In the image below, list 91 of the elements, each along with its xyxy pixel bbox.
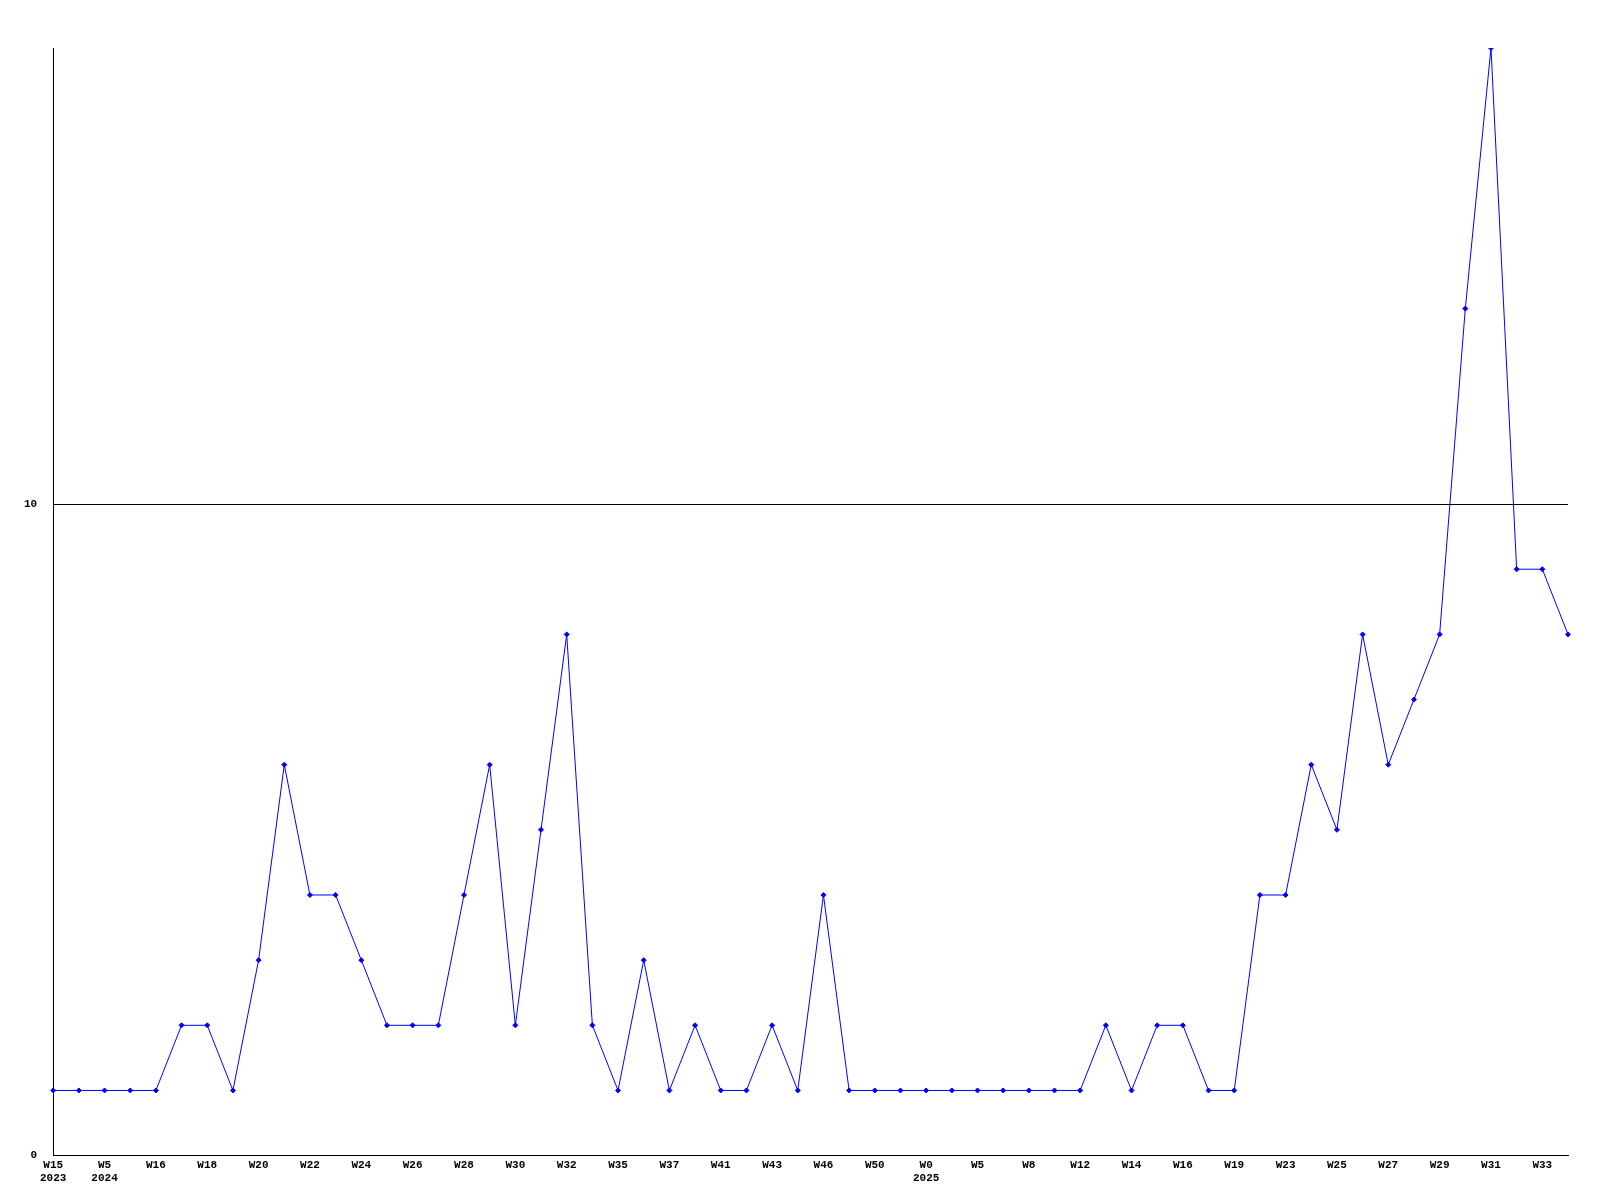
point	[769, 1022, 776, 1029]
point	[897, 1087, 904, 1094]
point	[461, 891, 467, 898]
x-tick-label: W35	[608, 1158, 629, 1171]
x-tick-label: W23	[1275, 1158, 1296, 1171]
point	[101, 1087, 108, 1094]
point	[1051, 1087, 1058, 1094]
point	[1025, 1087, 1032, 1094]
point	[178, 1022, 185, 1029]
x-tick-label: W27	[1378, 1158, 1399, 1171]
point	[486, 761, 493, 768]
x-tick-label: W12	[1070, 1158, 1091, 1171]
x-tick-label: W16	[1172, 1158, 1193, 1171]
point	[974, 1087, 981, 1094]
x-tick-label: W5	[970, 1158, 985, 1171]
point	[1333, 826, 1340, 833]
point	[512, 1022, 519, 1029]
x-tick-label: W46	[813, 1158, 834, 1171]
point	[717, 1087, 724, 1094]
point	[255, 957, 262, 964]
x-tick-label: W43	[762, 1158, 783, 1171]
point	[127, 1087, 134, 1094]
x-tick-label: W20	[248, 1158, 269, 1171]
point	[1205, 1087, 1212, 1094]
point	[743, 1087, 750, 1094]
point	[1179, 1022, 1186, 1029]
point	[1077, 1087, 1084, 1094]
x-tick-label: W14	[1121, 1158, 1142, 1171]
point	[1565, 631, 1571, 638]
point	[692, 1022, 699, 1029]
point	[1231, 1087, 1238, 1094]
point	[435, 1022, 442, 1029]
point	[1410, 696, 1417, 703]
point	[846, 1087, 853, 1094]
point	[1513, 566, 1520, 573]
point	[1282, 891, 1289, 898]
x-tick-label: W26	[402, 1158, 423, 1171]
point	[409, 1022, 416, 1029]
x-tick-label: W29	[1429, 1158, 1450, 1171]
point	[75, 1087, 82, 1094]
x-tick-label: W32	[556, 1158, 577, 1171]
point	[152, 1087, 159, 1094]
point	[1308, 761, 1315, 768]
point	[640, 957, 647, 964]
x-tick-label: W15 2023	[40, 1158, 67, 1185]
point	[1256, 891, 1263, 898]
x-tick-label: W33	[1532, 1158, 1553, 1171]
point	[923, 1087, 930, 1094]
x-tick-label: W18	[197, 1158, 218, 1171]
point	[50, 1087, 57, 1094]
x-tick-label: W28	[454, 1158, 475, 1171]
point	[204, 1022, 211, 1029]
y-tick-label: 10	[24, 497, 38, 510]
point	[332, 891, 339, 898]
y-tick-label: 0	[30, 1149, 38, 1162]
point	[358, 957, 365, 964]
point	[1359, 631, 1366, 638]
point	[383, 1022, 390, 1029]
x-tick-label: W30	[505, 1158, 526, 1171]
point	[589, 1022, 596, 1029]
point	[871, 1087, 878, 1094]
x-tick-label: W24	[351, 1158, 372, 1171]
x-tick-label: W22	[300, 1158, 320, 1171]
point	[820, 891, 827, 898]
point	[666, 1087, 673, 1094]
point	[1539, 566, 1546, 573]
point	[1385, 761, 1392, 768]
point	[1436, 631, 1443, 638]
x-tick-label: W37	[659, 1158, 680, 1171]
point	[229, 1087, 236, 1094]
x-tick-label: W50	[864, 1158, 885, 1171]
x-tick-label: W31	[1481, 1158, 1502, 1171]
point	[1000, 1087, 1007, 1094]
point	[281, 761, 288, 768]
point	[306, 891, 313, 898]
point	[1102, 1022, 1109, 1029]
x-tick-label: W41	[710, 1158, 732, 1171]
point	[615, 1087, 622, 1094]
point	[794, 1087, 801, 1094]
x-tick-label: W19	[1224, 1158, 1245, 1171]
x-tick-label: W5 2024	[91, 1158, 119, 1185]
point	[948, 1087, 955, 1094]
point	[1128, 1087, 1135, 1094]
x-tick-label: W0 2025	[912, 1158, 940, 1185]
x-tick-label: W25	[1327, 1158, 1348, 1171]
point	[1154, 1022, 1161, 1029]
x-tick-label: W8	[1022, 1158, 1036, 1171]
point	[1462, 305, 1469, 312]
point	[538, 826, 545, 833]
point	[563, 631, 570, 638]
x-tick-label: W16	[145, 1158, 166, 1171]
